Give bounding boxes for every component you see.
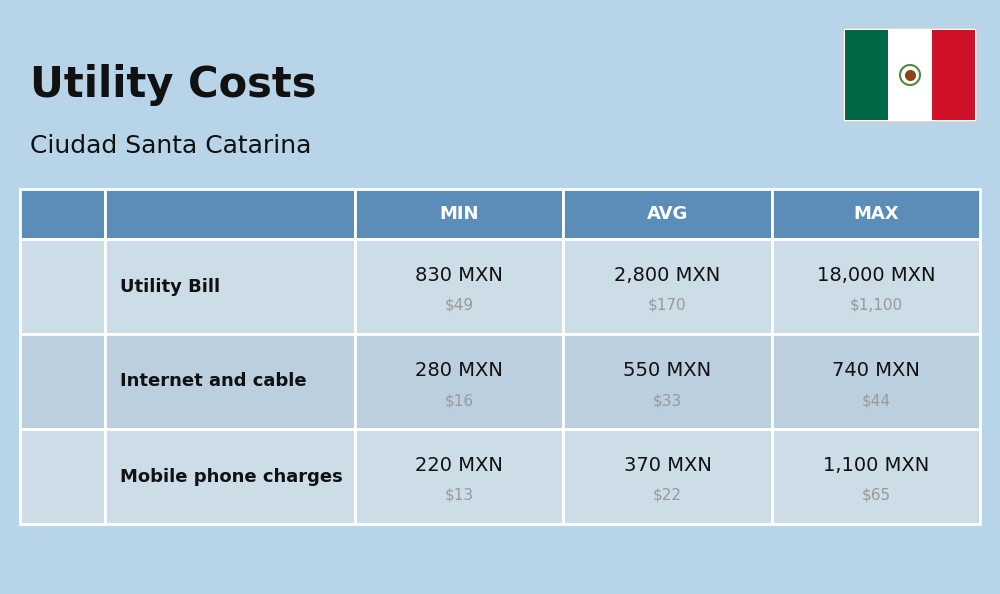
- Text: 220 MXN: 220 MXN: [415, 456, 503, 475]
- Text: 280 MXN: 280 MXN: [415, 361, 503, 380]
- Text: Ciudad Santa Catarina: Ciudad Santa Catarina: [30, 134, 311, 158]
- Bar: [563, 429, 772, 524]
- Text: Utility Costs: Utility Costs: [30, 64, 316, 106]
- Text: 2,800 MXN: 2,800 MXN: [614, 266, 721, 285]
- FancyBboxPatch shape: [843, 28, 977, 122]
- Bar: [932, 30, 975, 120]
- Text: Utility Bill: Utility Bill: [120, 277, 220, 295]
- Bar: [772, 429, 980, 524]
- Bar: [20, 239, 105, 334]
- Text: 550 MXN: 550 MXN: [623, 361, 712, 380]
- Text: 370 MXN: 370 MXN: [624, 456, 711, 475]
- Text: 740 MXN: 740 MXN: [832, 361, 920, 380]
- Bar: [563, 239, 772, 334]
- Text: $13: $13: [445, 488, 474, 503]
- Text: MIN: MIN: [439, 205, 479, 223]
- Bar: [845, 30, 888, 120]
- Bar: [772, 189, 980, 239]
- Bar: [20, 429, 105, 524]
- Text: 1,100 MXN: 1,100 MXN: [823, 456, 929, 475]
- Bar: [563, 334, 772, 429]
- Bar: [20, 334, 105, 429]
- Text: $1,100: $1,100: [849, 298, 902, 313]
- Text: $33: $33: [653, 393, 682, 408]
- Bar: [20, 189, 105, 239]
- Bar: [105, 189, 355, 239]
- Bar: [355, 429, 563, 524]
- Text: $16: $16: [445, 393, 474, 408]
- Bar: [105, 239, 355, 334]
- Text: 18,000 MXN: 18,000 MXN: [817, 266, 935, 285]
- Bar: [105, 429, 355, 524]
- Text: MAX: MAX: [853, 205, 899, 223]
- Text: $44: $44: [861, 393, 890, 408]
- Bar: [355, 334, 563, 429]
- Text: AVG: AVG: [647, 205, 688, 223]
- Text: $49: $49: [445, 298, 474, 313]
- Text: Internet and cable: Internet and cable: [120, 372, 307, 390]
- Bar: [772, 334, 980, 429]
- Text: $65: $65: [861, 488, 890, 503]
- Text: 830 MXN: 830 MXN: [415, 266, 503, 285]
- Bar: [355, 189, 563, 239]
- Text: $170: $170: [648, 298, 687, 313]
- Bar: [105, 334, 355, 429]
- Bar: [772, 239, 980, 334]
- Text: Mobile phone charges: Mobile phone charges: [120, 467, 343, 485]
- Bar: [563, 189, 772, 239]
- Bar: [888, 30, 932, 120]
- Bar: [355, 239, 563, 334]
- Text: $22: $22: [653, 488, 682, 503]
